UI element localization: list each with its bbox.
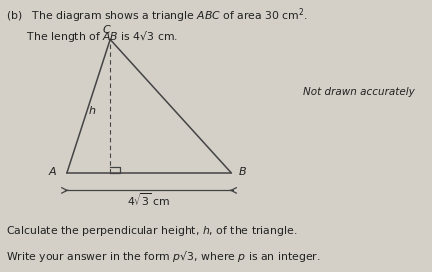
Text: $C$: $C$: [102, 23, 111, 35]
Text: The length of $AB$ is 4√3 cm.: The length of $AB$ is 4√3 cm.: [6, 29, 178, 44]
Text: Write your answer in the form $p$√3, where $p$ is an integer.: Write your answer in the form $p$√3, whe…: [6, 249, 321, 264]
Text: $B$: $B$: [238, 165, 247, 177]
Text: Not drawn accurately: Not drawn accurately: [303, 88, 415, 97]
Text: (b)   The diagram shows a triangle $ABC$ of area 30 cm$^2$.: (b) The diagram shows a triangle $ABC$ o…: [6, 7, 308, 25]
Text: Calculate the perpendicular height, $h$, of the triangle.: Calculate the perpendicular height, $h$,…: [6, 224, 298, 238]
Text: 4$\sqrt{3}$ cm: 4$\sqrt{3}$ cm: [127, 191, 171, 208]
Text: $A$: $A$: [48, 165, 57, 177]
Text: $h$: $h$: [88, 104, 96, 116]
